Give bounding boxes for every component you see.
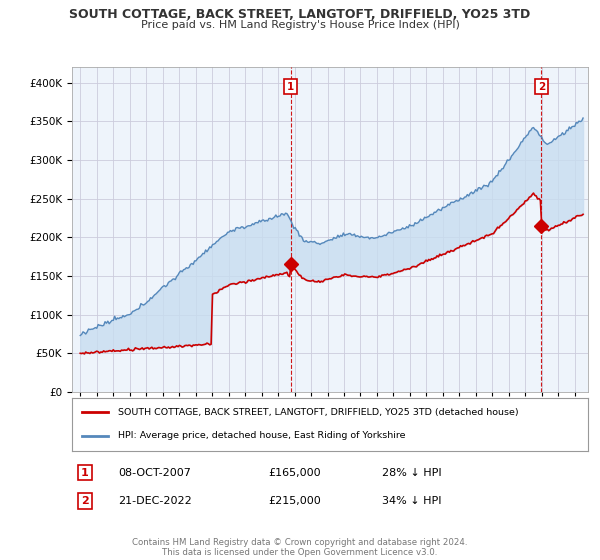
Text: 21-DEC-2022: 21-DEC-2022: [118, 496, 192, 506]
Text: HPI: Average price, detached house, East Riding of Yorkshire: HPI: Average price, detached house, East…: [118, 431, 406, 440]
Text: 2: 2: [538, 82, 545, 91]
Text: 08-OCT-2007: 08-OCT-2007: [118, 468, 191, 478]
Text: SOUTH COTTAGE, BACK STREET, LANGTOFT, DRIFFIELD, YO25 3TD (detached house): SOUTH COTTAGE, BACK STREET, LANGTOFT, DR…: [118, 408, 519, 417]
Text: 2: 2: [81, 496, 89, 506]
Text: SOUTH COTTAGE, BACK STREET, LANGTOFT, DRIFFIELD, YO25 3TD: SOUTH COTTAGE, BACK STREET, LANGTOFT, DR…: [70, 8, 530, 21]
Text: £215,000: £215,000: [268, 496, 321, 506]
Text: £165,000: £165,000: [268, 468, 321, 478]
Text: Contains HM Land Registry data © Crown copyright and database right 2024.
This d: Contains HM Land Registry data © Crown c…: [132, 538, 468, 557]
Text: 28% ↓ HPI: 28% ↓ HPI: [382, 468, 441, 478]
Text: 1: 1: [287, 82, 295, 91]
Text: Price paid vs. HM Land Registry's House Price Index (HPI): Price paid vs. HM Land Registry's House …: [140, 20, 460, 30]
Text: 1: 1: [81, 468, 89, 478]
Text: 34% ↓ HPI: 34% ↓ HPI: [382, 496, 441, 506]
